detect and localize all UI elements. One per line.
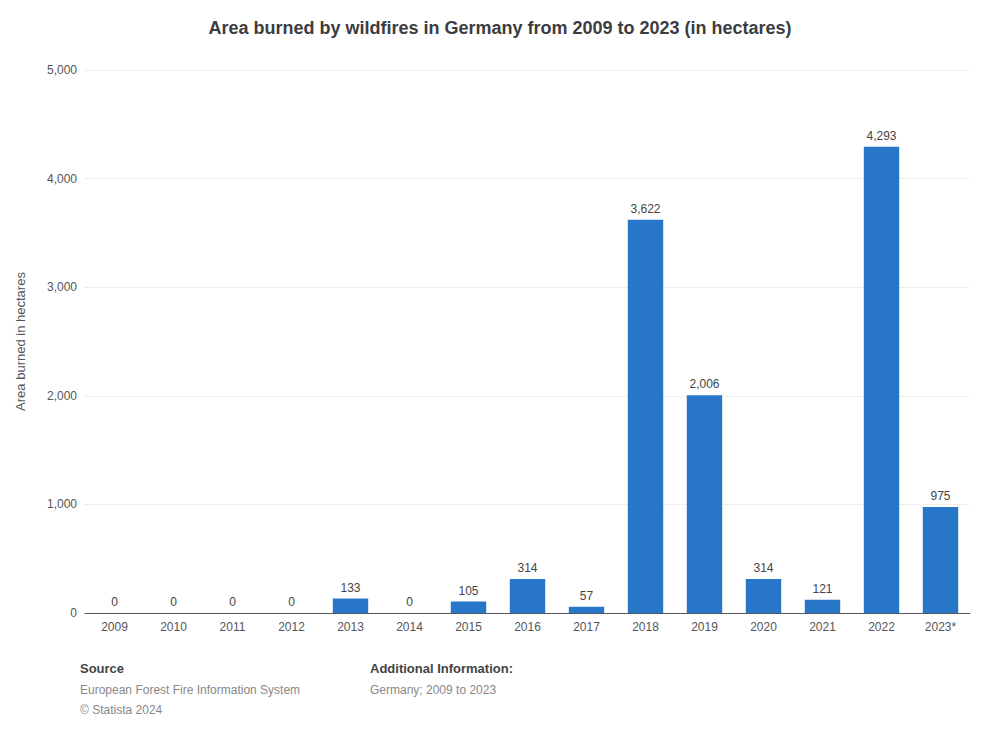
svg-text:2012: 2012 [278,620,305,634]
svg-text:2,006: 2,006 [689,377,719,391]
svg-text:2014: 2014 [396,620,423,634]
svg-text:0: 0 [288,595,295,609]
svg-text:3,622: 3,622 [630,202,660,216]
svg-text:© Statista 2024: © Statista 2024 [80,703,163,717]
svg-text:Additional Information:: Additional Information: [370,661,513,676]
svg-text:2015: 2015 [455,620,482,634]
svg-text:2013: 2013 [337,620,364,634]
svg-text:4,000: 4,000 [47,172,77,186]
svg-text:Germany; 2009 to 2023: Germany; 2009 to 2023 [370,683,496,697]
svg-text:2019: 2019 [691,620,718,634]
svg-text:2021: 2021 [809,620,836,634]
svg-text:2,000: 2,000 [47,389,77,403]
svg-text:2017: 2017 [573,620,600,634]
svg-text:2016: 2016 [514,620,541,634]
svg-text:0: 0 [70,606,77,620]
svg-text:314: 314 [753,561,773,575]
svg-text:0: 0 [170,595,177,609]
svg-text:2010: 2010 [160,620,187,634]
svg-text:3,000: 3,000 [47,280,77,294]
svg-text:105: 105 [458,584,478,598]
svg-text:2023*: 2023* [925,620,957,634]
svg-text:Area burned by wildfires in Ge: Area burned by wildfires in Germany from… [208,18,791,38]
svg-text:Area burned in hectares: Area burned in hectares [13,272,28,411]
svg-text:0: 0 [229,595,236,609]
svg-text:5,000: 5,000 [47,63,77,77]
svg-text:4,293: 4,293 [866,129,896,143]
svg-text:975: 975 [930,489,950,503]
svg-text:1,000: 1,000 [47,497,77,511]
svg-text:2018: 2018 [632,620,659,634]
svg-text:0: 0 [111,595,118,609]
svg-text:2022: 2022 [868,620,895,634]
svg-text:314: 314 [517,561,537,575]
svg-text:2009: 2009 [101,620,128,634]
svg-text:2011: 2011 [220,620,246,634]
svg-text:57: 57 [580,589,594,603]
svg-text:133: 133 [340,581,360,595]
svg-text:2020: 2020 [750,620,777,634]
svg-text:0: 0 [406,595,413,609]
svg-text:European Forest Fire Informati: European Forest Fire Information System [80,683,300,697]
svg-text:121: 121 [812,582,832,596]
svg-text:Source: Source [80,661,124,676]
